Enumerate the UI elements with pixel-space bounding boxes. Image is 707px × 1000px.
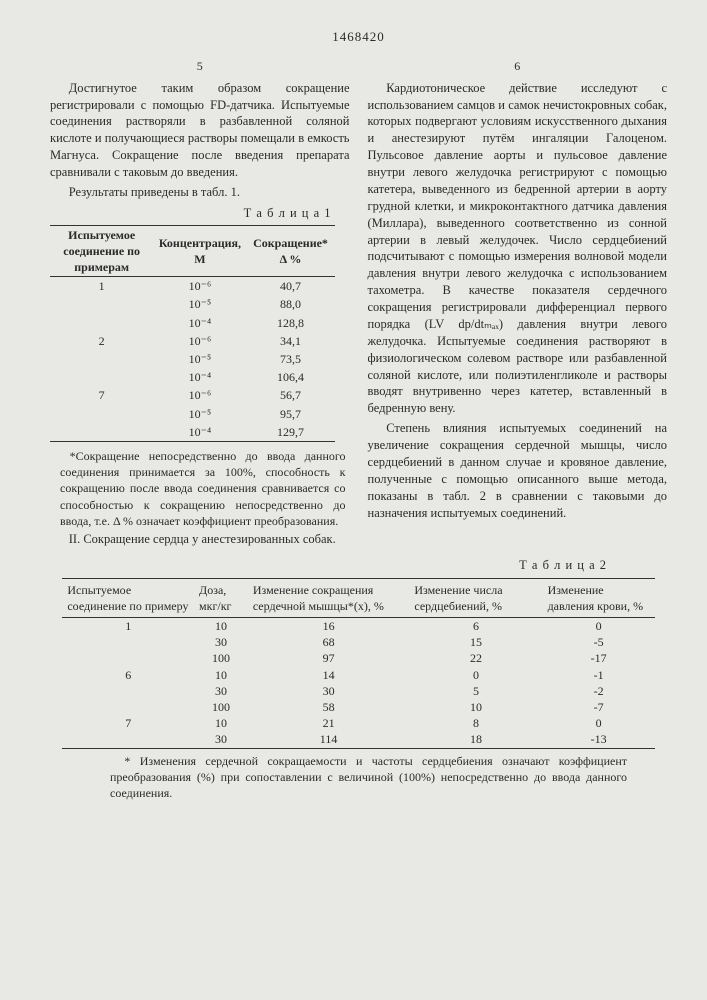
table-cell: 10⁻⁵ (153, 295, 246, 313)
table-cell: 56,7 (247, 386, 335, 404)
table-cell (62, 699, 194, 715)
table-cell: 10⁻⁶ (153, 332, 246, 350)
table-cell: 7 (50, 386, 153, 404)
t2-h4: Изменение давления крови, % (543, 578, 655, 617)
page-num-right: 6 (368, 58, 668, 74)
table-cell: 100 (194, 699, 248, 715)
table-cell (50, 295, 153, 313)
table-cell: 1 (50, 277, 153, 296)
t2-h2: Изменение сокращения сердечной мышцы*(х)… (248, 578, 410, 617)
table-cell: 30 (194, 731, 248, 748)
table1-label: Т а б л и ц а 1 (50, 205, 332, 222)
table-cell: 10 (194, 667, 248, 683)
table-cell: 30 (248, 683, 410, 699)
left-column: 5 Достигнутое таким образом сокращение р… (50, 58, 350, 551)
table-2: Испытуемое соединение по примеру Доза, м… (62, 578, 654, 749)
table-cell: -17 (543, 650, 655, 666)
table-1: Испытуемое соединение по примерам Концен… (50, 225, 335, 442)
t1-h0: Испытуемое соединение по примерам (50, 225, 153, 277)
table-cell: 0 (409, 667, 542, 683)
doc-number: 1468420 (50, 28, 667, 46)
table-cell: 0 (543, 618, 655, 635)
table-cell: 18 (409, 731, 542, 748)
table-cell: 10 (409, 699, 542, 715)
table-cell (50, 368, 153, 386)
page-num-left: 5 (50, 58, 350, 74)
t2-h1: Доза, мкг/кг (194, 578, 248, 617)
table-cell: 10⁻⁴ (153, 423, 246, 442)
table-cell: -7 (543, 699, 655, 715)
table-cell: 10⁻⁴ (153, 314, 246, 332)
table-cell: 40,7 (247, 277, 335, 296)
table-cell: 97 (248, 650, 410, 666)
table-cell: 0 (543, 715, 655, 731)
table-cell: 114 (248, 731, 410, 748)
table-cell (50, 423, 153, 442)
table-cell: -1 (543, 667, 655, 683)
table-cell: -2 (543, 683, 655, 699)
table2-label: Т а б л и ц а 2 (50, 557, 667, 574)
table-cell: 7 (62, 715, 194, 731)
table-cell: 30 (194, 634, 248, 650)
table-cell (62, 634, 194, 650)
t1-h1: Концентрация, М (153, 225, 246, 277)
table1-footnote: *Сокращение непосредственно до ввода дан… (60, 448, 346, 529)
table-cell: 100 (194, 650, 248, 666)
table-cell: 68 (248, 634, 410, 650)
table-cell (62, 731, 194, 748)
table-cell: 16 (248, 618, 410, 635)
table-cell: 5 (409, 683, 542, 699)
table-cell: 8 (409, 715, 542, 731)
t2-h0: Испытуемое соединение по примеру (62, 578, 194, 617)
table-cell: 10⁻⁵ (153, 350, 246, 368)
table-cell: 6 (62, 667, 194, 683)
table-cell: 73,5 (247, 350, 335, 368)
table-cell: 15 (409, 634, 542, 650)
table-cell: 106,4 (247, 368, 335, 386)
table-cell: 10 (194, 618, 248, 635)
t1-h2: Сокращение* Δ % (247, 225, 335, 277)
table-cell: 21 (248, 715, 410, 731)
table-cell: -5 (543, 634, 655, 650)
left-para-1: Достигнутое таким образом сокращение рег… (50, 80, 350, 181)
table-cell: 1 (62, 618, 194, 635)
table-cell: 34,1 (247, 332, 335, 350)
left-para-2: Результаты приведены в табл. 1. (50, 184, 350, 201)
t2-h3: Изменение числа сердцебиений, % (409, 578, 542, 617)
table-cell: 6 (409, 618, 542, 635)
table-cell (50, 350, 153, 368)
table-cell: 95,7 (247, 405, 335, 423)
table-cell (62, 650, 194, 666)
table-cell (50, 314, 153, 332)
table-cell: 10 (194, 715, 248, 731)
table2-footnote: * Изменения сердечной сокращаемости и ча… (110, 753, 627, 802)
table-cell: 30 (194, 683, 248, 699)
table-cell (62, 683, 194, 699)
table-cell: 10⁻⁵ (153, 405, 246, 423)
table-cell: -13 (543, 731, 655, 748)
table-cell: 2 (50, 332, 153, 350)
table-cell (50, 405, 153, 423)
table-cell: 14 (248, 667, 410, 683)
table-cell: 58 (248, 699, 410, 715)
right-column: 6 Кардиотоническое действие исследуют с … (368, 58, 668, 551)
table-cell: 10⁻⁴ (153, 368, 246, 386)
right-para-2: Степень влияния испытуемых соединений на… (368, 420, 668, 521)
table-cell: 128,8 (247, 314, 335, 332)
table-cell: 129,7 (247, 423, 335, 442)
section-2-head: II. Сокращение сердца у анестезированных… (50, 531, 350, 548)
table-cell: 88,0 (247, 295, 335, 313)
right-para-1: Кардиотоническое действие исследуют с ис… (368, 80, 668, 418)
table-cell: 10⁻⁶ (153, 277, 246, 296)
table-cell: 10⁻⁶ (153, 386, 246, 404)
table-cell: 22 (409, 650, 542, 666)
